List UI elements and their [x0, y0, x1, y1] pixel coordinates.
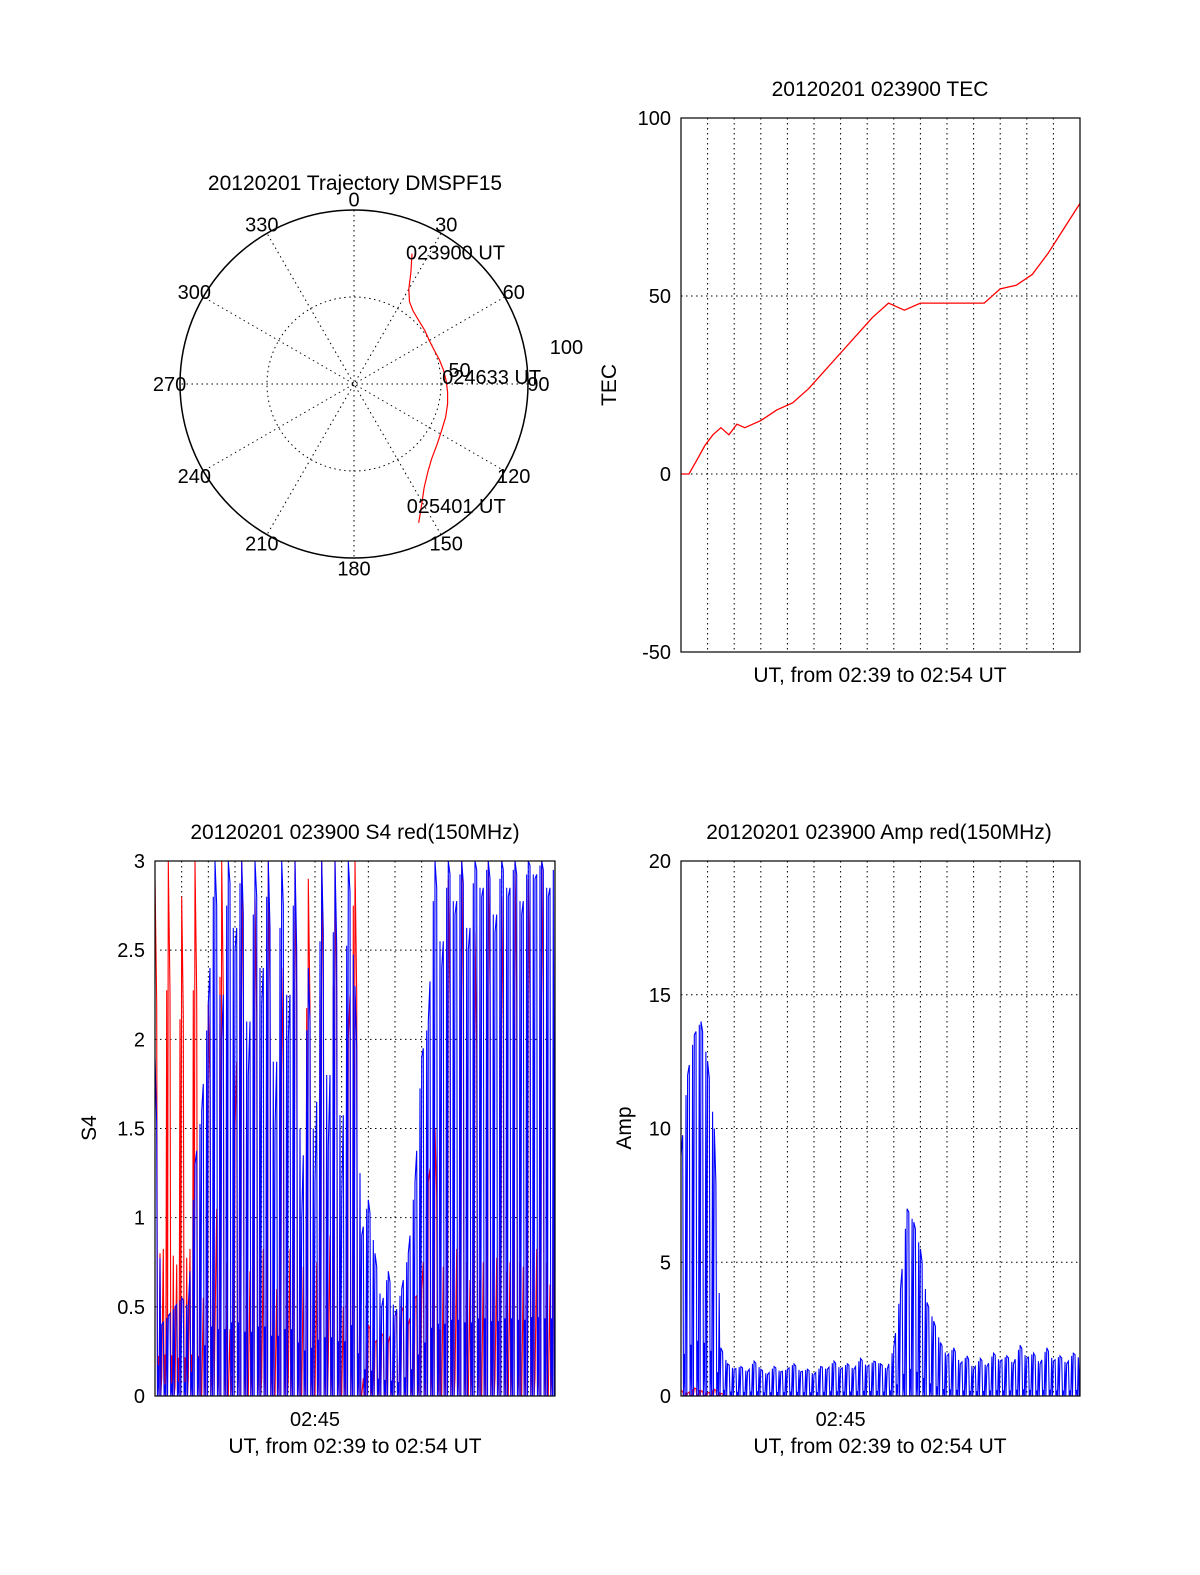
amp-plot: 0 5 10 15 20 02:45 — [649, 851, 1081, 1431]
polar-angle-tick: 0 — [348, 190, 359, 212]
y-tick-label: 0 — [660, 464, 671, 486]
amp-x-label: UT, from 02:39 to 02:54 UT — [753, 1435, 1006, 1458]
tec-title: 20120201 023900 TEC — [772, 78, 989, 101]
polar-trajectory-line — [408, 253, 449, 523]
polar-angle-tick: 90 — [527, 374, 549, 396]
polar-radial-tick: 50 — [448, 360, 470, 382]
y-tick-label: -50 — [642, 642, 671, 664]
y-tick-label: 3 — [134, 851, 145, 873]
series-layer — [681, 1021, 1080, 1396]
series-line-blue — [681, 1021, 1080, 1396]
polar-angle-tick: 330 — [245, 214, 278, 236]
polar-angle-tick: 240 — [178, 466, 211, 488]
y-tick-label: 0 — [134, 1386, 145, 1408]
polar-angle-tick: 270 — [153, 374, 186, 396]
y-tick-label: 10 — [649, 1119, 671, 1141]
s4-title: 20120201 023900 S4 red(150MHz) — [190, 821, 519, 844]
polar-time-annotation: 025401 UT — [407, 496, 506, 518]
y-tick-label: 15 — [649, 985, 671, 1007]
amp-title: 20120201 023900 Amp red(150MHz) — [706, 821, 1052, 844]
plot-frame — [680, 860, 1081, 1397]
polar-angle-tick: 300 — [178, 282, 211, 304]
series-line-red — [681, 1387, 1080, 1396]
y-tick-label: 0.5 — [117, 1297, 145, 1319]
polar-angle-tick: 60 — [503, 282, 525, 304]
polar-outer-circle — [179, 209, 529, 559]
tec-plot: 100 50 0 -50 — [638, 108, 1081, 664]
polar-angle-tick: 210 — [245, 534, 278, 556]
plot-frame — [154, 860, 556, 1397]
polar-time-annotation: 024633 UT — [442, 367, 541, 389]
s4-plot: 0 0.5 1 1.5 2 2.5 3 02:45 — [117, 851, 556, 1431]
polar-title: 20120201 Trajectory DMSPF15 — [208, 172, 502, 195]
y-tick-label: 100 — [638, 108, 671, 130]
y-tick-label: 2 — [134, 1029, 145, 1051]
polar-angle-tick: 30 — [435, 214, 457, 236]
polar-grid-spoke — [266, 233, 442, 535]
tec-y-label: TEC — [598, 364, 621, 406]
s4-x-label: UT, from 02:39 to 02:54 UT — [228, 1435, 481, 1458]
polar-angle-tick: 180 — [337, 558, 370, 580]
y-tick-label: 50 — [649, 286, 671, 308]
x-tick-label: 02:45 — [290, 1409, 340, 1431]
x-tick-label: 02:45 — [816, 1409, 866, 1431]
series-layer — [681, 203, 1080, 475]
series-line-red — [681, 203, 1080, 475]
polar-grid-spoke — [266, 233, 442, 535]
s4-y-label: S4 — [78, 1115, 101, 1141]
series-line-blue — [155, 861, 555, 1396]
polar-radial-tick: 100 — [550, 337, 583, 359]
amp-y-label: Amp — [613, 1106, 636, 1149]
plot-frame — [680, 117, 1081, 653]
tec-x-label: UT, from 02:39 to 02:54 UT — [753, 664, 1006, 687]
polar-time-annotation: 023900 UT — [406, 243, 505, 265]
y-tick-label: 1.5 — [117, 1119, 145, 1141]
polar-angle-tick: 150 — [430, 534, 463, 556]
y-tick-label: 1 — [134, 1208, 145, 1230]
y-tick-label: 0 — [660, 1386, 671, 1408]
y-tick-label: 2.5 — [117, 940, 145, 962]
polar-trajectory-plot: 0 30 60 90 120 150 180 210 240 270 300 330 50 100 0239… — [153, 190, 583, 581]
polar-grid-circle — [266, 296, 442, 472]
plot-area — [681, 118, 1080, 652]
plot-area — [681, 861, 1080, 1396]
y-tick-label: 5 — [660, 1252, 671, 1274]
series-layer — [155, 861, 555, 1396]
polar-angle-tick: 120 — [497, 466, 530, 488]
y-tick-label: 20 — [649, 851, 671, 873]
